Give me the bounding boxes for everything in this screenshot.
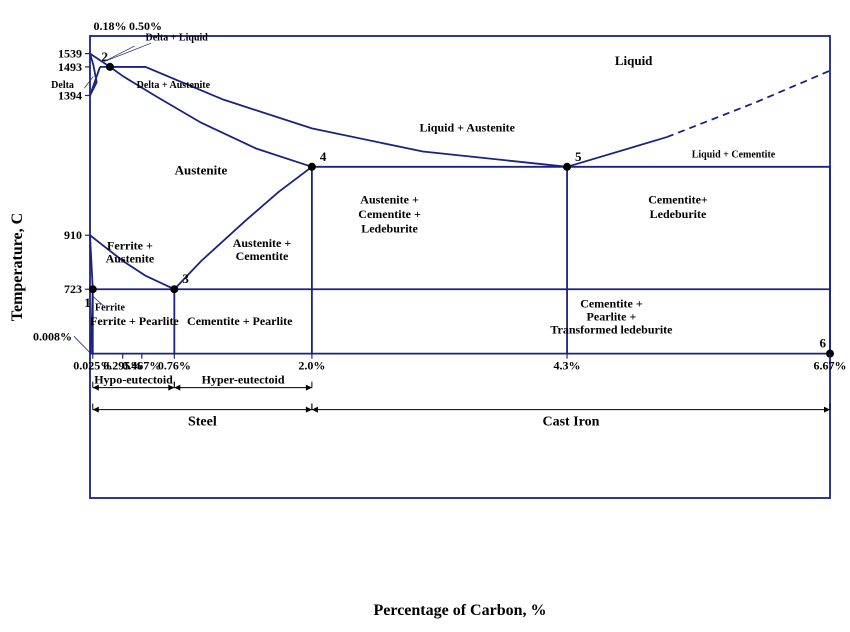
leader-delta bbox=[84, 76, 93, 88]
leader-0008 bbox=[74, 336, 91, 353]
ytick-label: 1493 bbox=[58, 60, 82, 74]
extra-tick-0008: 0.008% bbox=[33, 329, 72, 343]
range-label: Cast Iron bbox=[542, 415, 599, 430]
curve-liquidus bbox=[90, 54, 567, 167]
critical-point-label-4: 4 bbox=[320, 149, 327, 164]
critical-point-4 bbox=[308, 163, 316, 171]
critical-point-5 bbox=[563, 163, 571, 171]
phase-diagram-svg: 1234567239101394149315390.025%0.295%0.46… bbox=[0, 0, 850, 627]
phase-label-1: Austenite bbox=[175, 163, 228, 178]
top-xtick-0.5: 0.50% bbox=[129, 19, 162, 33]
critical-point-label-1: 1 bbox=[84, 295, 91, 310]
range-label: Hypo-eutectoid bbox=[94, 373, 173, 387]
phase-label-15: Cementite + Pearlite bbox=[187, 314, 293, 328]
phase-label-0: Liquid bbox=[615, 53, 653, 68]
range-arrow bbox=[306, 385, 312, 391]
top-xtick-0.18: 0.18% bbox=[93, 19, 126, 33]
phase-label-9: Ferrite + bbox=[107, 239, 153, 253]
curve-liquidus-right-dashed bbox=[667, 71, 830, 137]
range-arrow bbox=[93, 407, 99, 413]
critical-point-3 bbox=[170, 285, 178, 293]
range-arrow bbox=[824, 407, 830, 413]
phase-label-19: Delta + Liquid bbox=[145, 32, 208, 43]
range-arrow bbox=[174, 385, 180, 391]
ytick-label: 910 bbox=[64, 228, 82, 242]
phase-label-3: Liquid + Cementite bbox=[692, 149, 776, 160]
phase-label-17: Pearlite + bbox=[587, 309, 637, 323]
phase-label-10: Austenite bbox=[106, 252, 155, 266]
phase-label-20: Delta + Austenite bbox=[137, 80, 211, 91]
phase-label-21: Delta bbox=[51, 80, 74, 91]
phase-label-6: Ledeburite bbox=[361, 221, 418, 235]
curve-delta-left bbox=[90, 54, 97, 96]
phase-label-12: Cementite bbox=[236, 249, 289, 263]
xtick-label: 0.467% bbox=[122, 359, 161, 373]
phase-label-8: Ledeburite bbox=[650, 207, 707, 221]
phase-label-5: Cementite + bbox=[358, 207, 421, 221]
y-axis-title: Temperature, C bbox=[9, 213, 26, 321]
phase-label-14: Ferrite + Pearlite bbox=[90, 314, 179, 328]
curve-liquidus-right bbox=[567, 137, 667, 167]
xtick-label: 2.0% bbox=[298, 359, 325, 373]
phase-label-16: Cementite + bbox=[580, 296, 643, 310]
phase-label-13: Ferrite bbox=[95, 302, 126, 313]
ytick-label: 723 bbox=[64, 282, 82, 296]
x-axis-title: Percentage of Carbon, % bbox=[374, 602, 547, 619]
phase-label-11: Austenite + bbox=[233, 236, 292, 250]
critical-point-2 bbox=[106, 63, 114, 71]
phase-label-18: Transformed ledeburite bbox=[550, 322, 673, 336]
range-label: Hyper-eutectoid bbox=[202, 373, 285, 387]
range-arrow bbox=[312, 407, 318, 413]
ytick-label: 1539 bbox=[58, 47, 82, 61]
leader-delta-liquid2 bbox=[107, 43, 151, 60]
phase-label-2: Liquid + Austenite bbox=[419, 120, 515, 134]
phase-label-4: Austenite + bbox=[360, 192, 419, 206]
xtick-label: 6.67% bbox=[814, 359, 847, 373]
range-label: Steel bbox=[188, 415, 217, 430]
critical-point-label-5: 5 bbox=[575, 149, 582, 164]
critical-point-label-3: 3 bbox=[182, 271, 189, 286]
xtick-label: 4.3% bbox=[554, 359, 581, 373]
critical-point-label-6: 6 bbox=[820, 336, 827, 351]
phase-label-7: Cementite+ bbox=[648, 192, 708, 206]
curve-Acm bbox=[174, 167, 312, 289]
range-arrow bbox=[306, 407, 312, 413]
xtick-label: 0.76% bbox=[158, 359, 191, 373]
